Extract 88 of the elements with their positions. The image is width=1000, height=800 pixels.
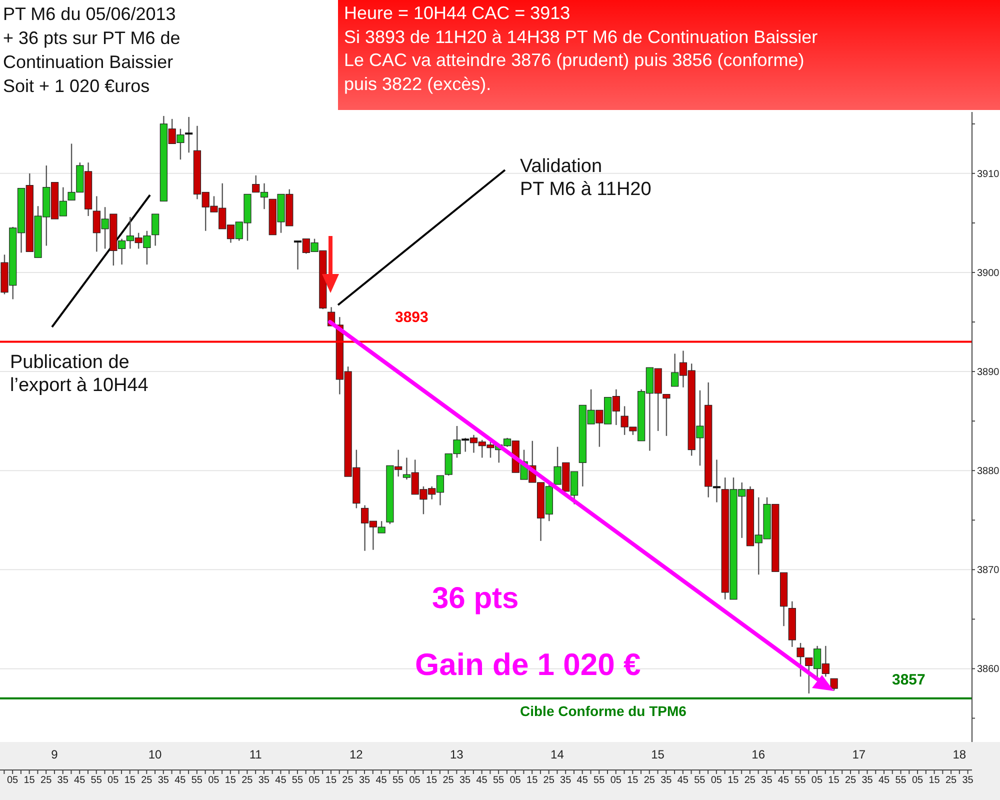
text: 12 — [349, 748, 364, 762]
x-tick-label: 35 — [158, 775, 170, 786]
x-tick-label: 05 — [811, 775, 823, 786]
x-tick-label: 15 — [24, 775, 36, 786]
x-tick-label: 45 — [74, 775, 86, 786]
x-tick-label: 35 — [560, 775, 572, 786]
x-tick-label: 35 — [57, 775, 69, 786]
annotation: Validation PT M6 à 11H20 — [520, 156, 652, 200]
annotation: Publication de l’export à 10H44 — [10, 352, 149, 396]
x-tick-label: 15 — [426, 775, 438, 786]
x-tick-label: 55 — [292, 775, 304, 786]
y-tick-label: 3890 — [977, 367, 1000, 378]
x-tick-label: 35 — [459, 775, 472, 786]
candlestick — [830, 678, 838, 692]
chart-title: PT M6 du 05/06/2013 + 36 pts sur PT M6 de Continuation Baissier Soit + 1 020 €uros — [3, 3, 182, 98]
x-tick-label: 05 — [610, 775, 622, 786]
x-tick-label: 55 — [694, 775, 706, 786]
y-tick-label: 3910 — [977, 168, 1000, 180]
x-tick-label: 15 — [224, 775, 236, 786]
x-tick-label: 05 — [409, 775, 421, 786]
x-tick-label: 45 — [275, 775, 287, 786]
text: 9 — [51, 748, 58, 762]
x-tick-label: 55 — [794, 775, 806, 786]
x-tick-label: 15 — [928, 775, 940, 786]
x-tick-label: 45 — [174, 775, 186, 786]
candlestick — [185, 116, 193, 154]
chart-subtitle: Heure = 10H44 CAC = 3913 Si 3893 de 11H20 à 14H38 PT M6 de Continuation Baissier Le CAC va atteindre 3876 (prudent) puis 3856 (conforme) puis 3822 (excès). — [338, 0, 1000, 110]
x-tick-label: 55 — [392, 775, 404, 786]
text: 16 — [752, 748, 766, 762]
y-tick-label: 3870 — [977, 565, 1000, 576]
x-tick-label: 45 — [878, 775, 890, 786]
x-tick-label: 35 — [258, 775, 270, 786]
x-tick-label: 15 — [728, 775, 740, 786]
y-tick-label: 3880 — [977, 466, 1000, 478]
text: 15 — [651, 748, 665, 762]
x-tick-label: 45 — [778, 775, 790, 786]
x-tick-label: 35 — [862, 775, 874, 786]
text: 13 — [450, 748, 464, 762]
x-tick-label: 15 — [526, 775, 538, 786]
x-tick-label: 05 — [510, 775, 522, 786]
x-tick-label: 15 — [828, 775, 840, 786]
x-tick-label: 35 — [358, 775, 370, 786]
x-tick-label: 25 — [844, 775, 856, 786]
text: 17 — [852, 748, 866, 762]
x-tick-label: 55 — [90, 775, 102, 786]
x-tick-label: 25 — [242, 775, 254, 786]
annotation: Cible Conforme du TPM6 — [520, 703, 687, 719]
x-tick-label: 05 — [710, 775, 722, 786]
x-tick-label: 45 — [476, 775, 488, 786]
candlestick — [662, 394, 670, 437]
text: 18 — [952, 748, 966, 762]
x-tick-label: 25 — [342, 775, 354, 786]
x-tick-label: 25 — [945, 775, 958, 786]
x-tick-label: 35 — [660, 775, 672, 786]
x-tick-label: 05 — [912, 775, 924, 786]
y-tick-label: 3900 — [977, 268, 1000, 280]
text: 14 — [550, 748, 564, 762]
x-tick-label: 45 — [677, 775, 689, 786]
x-tick-label: 25 — [543, 775, 555, 786]
x-tick-label: 05 — [308, 775, 320, 786]
x-tick-label: 05 — [208, 775, 220, 786]
x-tick-label: 45 — [576, 775, 588, 786]
x-tick-label: 25 — [644, 775, 656, 786]
text: 11 — [249, 748, 262, 762]
ref-line-label: 3857 — [892, 671, 926, 688]
ref-line-label: 3893 — [395, 308, 428, 326]
x-tick-label: 35 — [761, 775, 773, 786]
y-tick-label: 3860 — [977, 664, 1000, 676]
x-tick-label: 35 — [962, 775, 974, 786]
candlestick — [152, 213, 160, 246]
x-tick-label: 25 — [744, 775, 756, 786]
x-tick-label: 25 — [141, 775, 153, 786]
annotation: 36 pts — [432, 582, 519, 615]
x-tick-label: 45 — [376, 775, 388, 786]
x-tick-label: 55 — [895, 775, 907, 786]
x-tick-label: 15 — [627, 775, 639, 786]
x-tick-label: 25 — [40, 775, 52, 786]
x-tick-label: 25 — [442, 775, 454, 786]
x-tick-label: 05 — [7, 775, 19, 786]
candlestick — [796, 642, 804, 678]
x-tick-label: 05 — [108, 775, 120, 786]
x-tick-label: 55 — [594, 775, 606, 786]
x-tick-label: 55 — [493, 775, 505, 786]
x-tick-label: 55 — [191, 775, 203, 786]
x-tick-label: 15 — [325, 775, 337, 786]
annotation: Gain de 1 020 € — [415, 647, 641, 682]
x-tick-label: 15 — [124, 775, 136, 786]
text: 10 — [148, 748, 162, 762]
